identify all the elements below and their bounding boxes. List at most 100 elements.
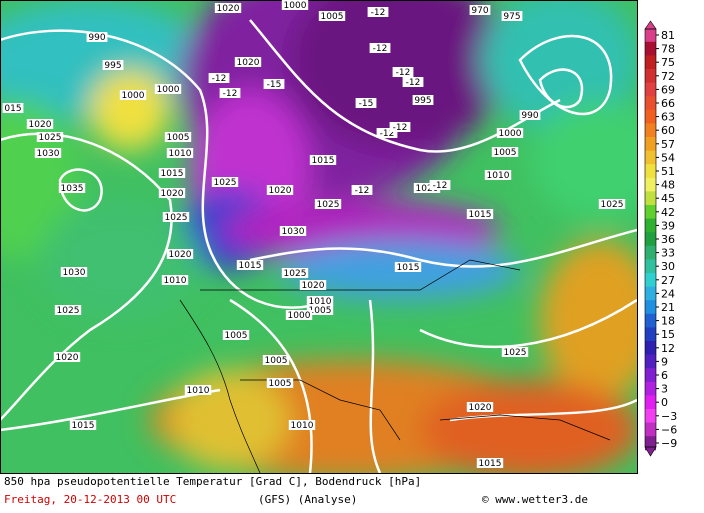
label-box (355, 98, 377, 108)
label-box (369, 43, 391, 53)
label-text: 1005 (265, 356, 288, 366)
map-label: 1020 (266, 185, 294, 196)
label-text: 1005 (225, 331, 248, 341)
map-label: 015 (2, 103, 24, 114)
map-label: -12 (429, 180, 451, 191)
label-box (429, 180, 451, 190)
colorbar-swatch (645, 109, 656, 124)
map-label: 1020 (466, 402, 494, 413)
label-text: 1010 (187, 386, 210, 396)
label-box (34, 148, 62, 158)
label-text: 970 (471, 6, 488, 16)
label-text: 1000 (288, 311, 311, 321)
colorbar-tick-label: 0 (661, 396, 668, 409)
map-label: -12 (208, 73, 230, 84)
map-label: 1025 (211, 177, 239, 188)
source: © www.wetter3.de (482, 493, 588, 506)
label-box (306, 296, 334, 306)
label-box (164, 132, 192, 142)
label-box (466, 402, 494, 412)
label-box (158, 188, 186, 198)
colorbar-swatch (645, 232, 656, 247)
colorbar-tick-label: 12 (661, 342, 675, 355)
map-label: 1000 (119, 90, 147, 101)
label-box (266, 378, 294, 388)
label-box (263, 79, 285, 89)
label-box (285, 310, 313, 320)
map-label: 1020 (26, 119, 54, 130)
label-box (36, 132, 64, 142)
label-text: 1020 (29, 120, 52, 130)
colorbar-tick-label: 57 (661, 138, 675, 151)
label-box (281, 0, 309, 10)
label-text: 1020 (217, 4, 240, 14)
label-text: 1005 (167, 133, 190, 143)
map-label: 1000 (496, 128, 524, 139)
label-text: 1015 (72, 421, 95, 431)
label-text: 1020 (237, 58, 260, 68)
colorbar-tick-label: 63 (661, 111, 675, 124)
map-label: 990 (519, 110, 541, 121)
label-text: 1015 (312, 156, 335, 166)
map-label: 1020 (234, 57, 262, 68)
map-label: 1025 (54, 305, 82, 316)
colorbar-tick-label: 54 (661, 151, 675, 164)
label-box (54, 305, 82, 315)
label-text: 1025 (214, 178, 237, 188)
label-text: 1000 (284, 1, 307, 11)
map-label: 1010 (184, 385, 212, 396)
label-text: 1015 (161, 169, 184, 179)
label-box (266, 185, 294, 195)
map-label: 1020 (214, 3, 242, 14)
label-box (392, 67, 414, 77)
label-box (394, 262, 422, 272)
label-box (306, 305, 334, 315)
map-label: 995 (412, 95, 434, 106)
label-box (413, 183, 441, 193)
colorbar-swatch (645, 41, 656, 56)
map-label: 990 (86, 32, 108, 43)
label-text: 1010 (487, 171, 510, 181)
label-box (219, 88, 241, 98)
label-box (484, 170, 512, 180)
map-label: 1010 (306, 296, 334, 307)
date: Freitag, 20-12-2013 00 UTC (4, 493, 176, 506)
label-box (236, 260, 264, 270)
label-box (211, 177, 239, 187)
label-text: -12 (223, 89, 238, 99)
label-box (318, 11, 346, 21)
label-text: 1030 (282, 227, 305, 237)
label-box (469, 5, 491, 15)
colorbar-tick-label: 9 (661, 355, 668, 368)
map-label: 1015 (69, 420, 97, 431)
map-label: 1000 (281, 0, 309, 11)
colorbar-tick-label: 69 (661, 83, 675, 96)
colorbar-tick-label: 81 (661, 29, 675, 42)
label-text: 1000 (157, 85, 180, 95)
map-label: 1015 (158, 168, 186, 179)
label-text: 1015 (479, 459, 502, 469)
colorbar-tick-label: 15 (661, 328, 675, 341)
label-text: 1025 (165, 213, 188, 223)
map-label: -12 (402, 77, 424, 88)
label-box (309, 155, 337, 165)
map-label: -15 (263, 79, 285, 90)
label-text: 1025 (317, 200, 340, 210)
label-text: 1015 (397, 263, 420, 273)
colorbar-tick-label: 27 (661, 274, 675, 287)
model: (GFS) (Analyse) (258, 493, 357, 506)
map-label: 1015 (309, 155, 337, 166)
label-box (60, 267, 88, 277)
label-text: -12 (406, 78, 421, 88)
map-area (0, 0, 637, 473)
colorbar-tick-label: 45 (661, 192, 675, 205)
map-label: -15 (355, 98, 377, 109)
label-box (86, 32, 108, 42)
label-text: -12 (433, 181, 448, 191)
label-box (314, 199, 342, 209)
label-text: 1025 (57, 306, 80, 316)
label-text: -15 (267, 80, 282, 90)
map-label: 970 (469, 5, 491, 16)
map-label: 1030 (279, 226, 307, 237)
